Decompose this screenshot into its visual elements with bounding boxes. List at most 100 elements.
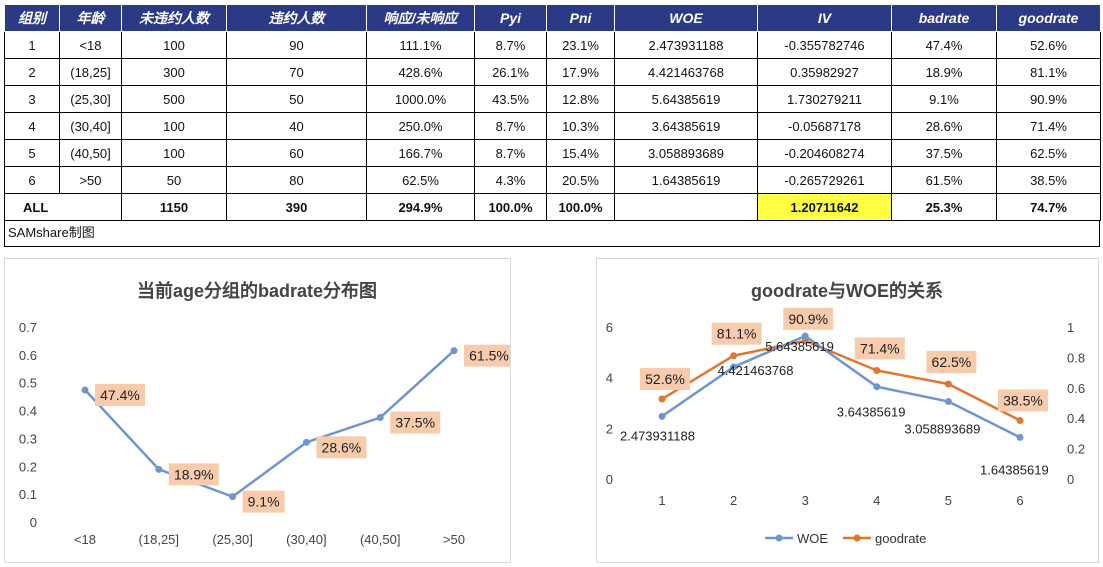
goodrate-woe-chart-panel: goodrate与WOE的关系 0 2 4 6 0 0.2 0.4 0.6 0.8 1 1 2 3 4 5 6 2… xyxy=(596,258,1099,563)
total-iv-highlight: 1.20711642 xyxy=(757,193,892,221)
badrate-data-label: 47.4% xyxy=(100,387,140,403)
woe-data-label: 4.421463768 xyxy=(718,363,794,378)
header-group: 组别 xyxy=(4,4,60,32)
goodrate-data-label-bg xyxy=(998,389,1048,412)
table-row: 4 (30,40] 100 40 250.0% 8.7% 10.3% 3.643… xyxy=(4,112,1101,140)
badrate-point xyxy=(376,414,384,422)
y-tick-label: 0.4 xyxy=(19,404,37,419)
cell-bad-count: 80 xyxy=(226,166,367,194)
cell-bad-count: 40 xyxy=(226,112,367,140)
x-tick-label: 6 xyxy=(1016,493,1023,508)
cell-group: 6 xyxy=(4,166,60,194)
chart-title: goodrate与WOE的关系 xyxy=(751,280,943,301)
cell-pni: 17.9% xyxy=(546,58,615,86)
cell-odds: 250.0% xyxy=(366,112,475,140)
goodrate-point xyxy=(658,395,666,403)
badrate-series-line xyxy=(84,349,455,499)
badrate-data-label-bg xyxy=(464,344,514,367)
cell-badrate: 47.4% xyxy=(891,31,997,59)
x-tick-label: 4 xyxy=(873,493,880,508)
goodrate-data-label: 81.1% xyxy=(717,326,757,342)
woe-data-label: 1.64385619 xyxy=(980,462,1049,477)
badrate-data-label: 37.5% xyxy=(395,415,435,431)
goodrate-data-label: 38.5% xyxy=(1003,392,1043,408)
badrate-data-label-bg xyxy=(242,490,285,513)
goodrate-data-label-bg xyxy=(926,351,977,373)
cell-odds: 166.7% xyxy=(366,139,475,167)
total-label: ALL xyxy=(4,193,122,221)
cell-good-count: 100 xyxy=(121,31,227,59)
table-row: 3 (25,30] 500 50 1000.0% 43.5% 12.8% 5.6… xyxy=(4,85,1101,113)
y-tick-label: 0.6 xyxy=(19,348,37,363)
y-left-tick-label: 6 xyxy=(606,320,613,335)
y-right-tick-label: 0.6 xyxy=(1067,381,1085,396)
cell-good-count: 100 xyxy=(121,139,227,167)
badrate-point xyxy=(81,386,89,394)
cell-goodrate: 38.5% xyxy=(996,166,1101,194)
total-odds: 294.9% xyxy=(366,193,475,221)
badrate-data-label-bg xyxy=(95,383,145,406)
badrate-data-label: 18.9% xyxy=(174,466,214,482)
cell-woe: 3.64385619 xyxy=(614,112,758,140)
cell-woe: 5.64385619 xyxy=(614,85,758,113)
woe-table-container: 组别 年龄 未违约人数 违约人数 响应/未响应 Pyi Pni WOE IV b… xyxy=(4,4,1101,247)
y-tick-label: 0.7 xyxy=(19,320,37,335)
woe-point xyxy=(1016,433,1024,441)
cell-age: (40,50] xyxy=(59,139,122,167)
cell-group: 5 xyxy=(4,139,60,167)
cell-odds: 1000.0% xyxy=(366,85,475,113)
cell-pni: 23.1% xyxy=(546,31,615,59)
header-odds: 响应/未响应 xyxy=(366,4,475,32)
badrate-data-label-bg xyxy=(316,436,367,459)
y-right-tick-label: 0.8 xyxy=(1067,350,1085,365)
table-row: 1 <18 100 90 111.1% 8.7% 23.1% 2.4739311… xyxy=(4,31,1101,59)
cell-goodrate: 81.1% xyxy=(996,58,1101,86)
table-total-row: ALL 1150 390 294.9% 100.0% 100.0% 1.2071… xyxy=(4,193,1101,221)
x-tick-label: >50 xyxy=(443,532,465,547)
woe-point xyxy=(873,383,881,391)
woe-iv-table: 组别 年龄 未违约人数 违约人数 响应/未响应 Pyi Pni WOE IV b… xyxy=(4,4,1101,221)
cell-good-count: 50 xyxy=(121,166,227,194)
goodrate-data-label-bg xyxy=(783,307,834,330)
cell-bad-count: 50 xyxy=(226,85,367,113)
x-tick-label: (40,50] xyxy=(360,532,400,547)
cell-age: >50 xyxy=(59,166,122,194)
woe-data-label: 2.473931188 xyxy=(620,428,695,443)
goodrate-data-label: 62.5% xyxy=(932,354,972,370)
cell-badrate: 37.5% xyxy=(891,139,997,167)
badrate-data-label: 28.6% xyxy=(322,439,362,455)
cell-goodrate: 90.9% xyxy=(996,85,1101,113)
woe-data-label: 3.058893689 xyxy=(904,422,980,437)
badrate-point xyxy=(450,347,458,355)
goodrate-data-label: 90.9% xyxy=(788,311,828,327)
table-row: 2 (18,25] 300 70 428.6% 26.1% 17.9% 4.42… xyxy=(4,58,1101,86)
total-good-count: 1150 xyxy=(121,193,227,221)
total-woe xyxy=(614,193,758,221)
goodrate-point xyxy=(944,380,952,388)
goodrate-data-label-bg xyxy=(854,337,905,360)
cell-pyi: 4.3% xyxy=(474,166,547,194)
cell-group: 1 xyxy=(4,31,60,59)
x-tick-label: 2 xyxy=(730,493,737,508)
header-pyi: Pyi xyxy=(474,4,547,32)
cell-bad-count: 70 xyxy=(226,58,367,86)
cell-iv: -0.05687178 xyxy=(757,112,892,140)
badrate-point xyxy=(155,465,163,473)
cell-woe: 2.473931188 xyxy=(614,31,758,59)
table-row: 5 (40,50] 100 60 166.7% 8.7% 15.4% 3.058… xyxy=(4,139,1101,167)
cell-pni: 15.4% xyxy=(546,139,615,167)
x-tick-label: 3 xyxy=(802,493,809,508)
total-badrate: 25.3% xyxy=(891,193,997,221)
x-tick-label: 1 xyxy=(658,493,665,508)
cell-bad-count: 60 xyxy=(226,139,367,167)
cell-iv: 1.730279211 xyxy=(757,85,892,113)
cell-good-count: 100 xyxy=(121,112,227,140)
total-bad-count: 390 xyxy=(226,193,367,221)
cell-goodrate: 71.4% xyxy=(996,112,1101,140)
cell-age: (30,40] xyxy=(59,112,122,140)
badrate-point xyxy=(229,493,237,501)
goodrate-data-label-bg xyxy=(640,368,690,391)
cell-group: 3 xyxy=(4,85,60,113)
cell-group: 4 xyxy=(4,112,60,140)
